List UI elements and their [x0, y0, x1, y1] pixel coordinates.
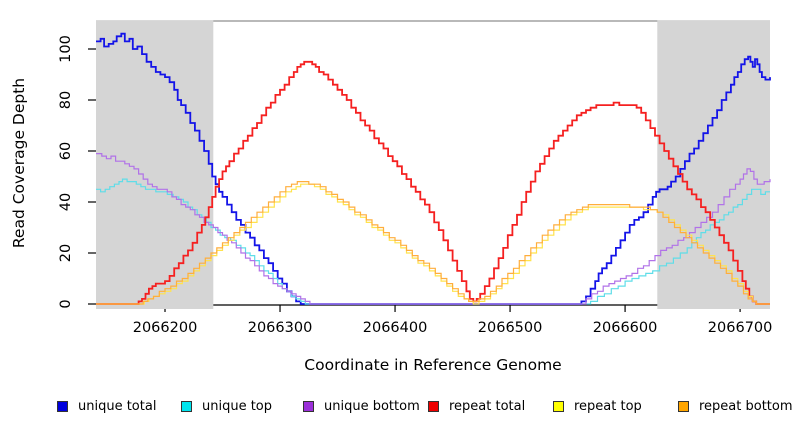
x-tick-label: 2066600 [593, 320, 658, 336]
legend-label: repeat top [574, 398, 642, 414]
x-tick-label: 2066200 [133, 320, 198, 336]
shaded-repeat-region [96, 20, 214, 310]
legend-item-repeat-bottom: repeat bottom [678, 398, 792, 414]
x-tick-label: 2066700 [708, 320, 773, 336]
legend-item-unique-bottom: unique bottom [303, 398, 420, 414]
legend-swatch [678, 400, 689, 412]
series-unique-bottom [96, 153, 771, 305]
legend-swatch [181, 400, 192, 412]
legend-label: unique top [202, 398, 273, 414]
shaded-repeat-region [657, 20, 770, 310]
legend-swatch [57, 400, 68, 412]
y-tick-label: 20 [58, 244, 74, 262]
legend-item-repeat-top: repeat top [553, 398, 642, 414]
y-tick-label: 40 [58, 193, 74, 211]
x-tick-label: 2066300 [248, 320, 313, 336]
legend-label: unique bottom [324, 398, 420, 414]
chart-legend: unique total unique top unique bottom repea… [0, 398, 792, 418]
legend-swatch [303, 400, 314, 412]
legend-item-unique-top: unique top [181, 398, 272, 414]
y-tick-label: 100 [58, 35, 74, 63]
legend-item-unique-total: unique total [57, 398, 156, 414]
legend-swatch [553, 400, 564, 412]
legend-item-repeat-total: repeat total [428, 398, 525, 414]
legend-label: unique total [78, 398, 157, 414]
legend-label: repeat bottom [699, 398, 792, 414]
y-tick-label: 80 [58, 91, 74, 109]
y-tick-label: 0 [58, 299, 74, 308]
legend-swatch [428, 400, 439, 412]
series-repeat-total [96, 60, 770, 305]
y-tick-label: 60 [58, 142, 74, 160]
x-tick-label: 2066500 [478, 320, 543, 336]
series-repeat-bottom [96, 181, 770, 305]
x-tick-label: 2066400 [363, 320, 428, 336]
legend-label: repeat total [449, 398, 526, 414]
y-axis-title: Read Coverage Depth [10, 78, 28, 248]
x-axis-title: Coordinate in Reference Genome [304, 356, 561, 374]
